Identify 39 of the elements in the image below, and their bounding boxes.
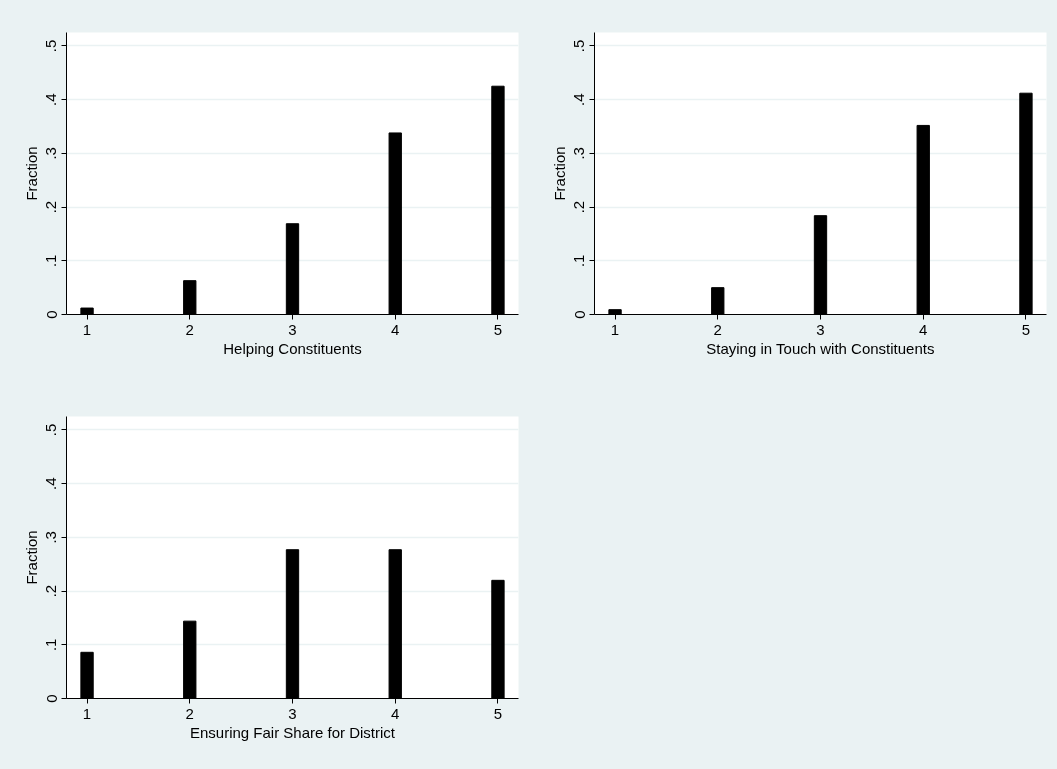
y-tick-label: .5: [42, 39, 60, 53]
x-tick-label: 3: [288, 320, 297, 338]
x-tick-label: 2: [185, 704, 194, 722]
y-tick-label: .4: [570, 93, 588, 106]
y-tick-label: .1: [42, 638, 60, 652]
x-tick-label: 5: [493, 704, 503, 722]
y-tick-label: 0: [42, 310, 60, 319]
y-tick-label: .5: [570, 39, 588, 53]
y-tick-label: .4: [42, 93, 60, 106]
y-tick-label: .2: [570, 200, 588, 214]
y-tick-label: .2: [42, 200, 60, 214]
y-tick-label: 0: [42, 694, 60, 703]
x-tick-label: 4: [919, 320, 928, 338]
y-tick-label: .3: [570, 147, 588, 160]
x-tick-label: 2: [713, 320, 722, 338]
x-axis-title: Helping Constituents: [223, 339, 362, 357]
y-tick-label: .1: [570, 254, 588, 268]
x-tick-label: 5: [493, 320, 503, 338]
x-tick-label: 4: [391, 320, 400, 338]
y-tick-label: 0: [570, 310, 588, 319]
x-axis-title: Ensuring Fair Share for District: [189, 723, 396, 741]
y-tick-label: .5: [42, 423, 60, 437]
x-tick-label: 3: [288, 704, 297, 722]
y-tick-label: .3: [42, 531, 60, 544]
x-tick-label: 1: [82, 320, 92, 338]
x-tick-label: 4: [391, 704, 400, 722]
x-tick-label: 1: [610, 320, 620, 338]
y-tick-label: .4: [42, 477, 60, 490]
x-tick-label: 1: [82, 704, 92, 722]
y-tick-label: .1: [42, 254, 60, 268]
y-axis-title: Fraction: [22, 146, 40, 201]
y-tick-label: .3: [42, 147, 60, 160]
x-tick-label: 2: [185, 320, 194, 338]
y-axis-title: Fraction: [22, 530, 40, 585]
x-axis-title: Staying in Touch with Constituents: [706, 339, 935, 357]
y-axis-title: Fraction: [550, 146, 568, 201]
x-tick-label: 3: [816, 320, 825, 338]
y-tick-label: .2: [42, 584, 60, 598]
x-tick-label: 5: [1021, 320, 1031, 338]
